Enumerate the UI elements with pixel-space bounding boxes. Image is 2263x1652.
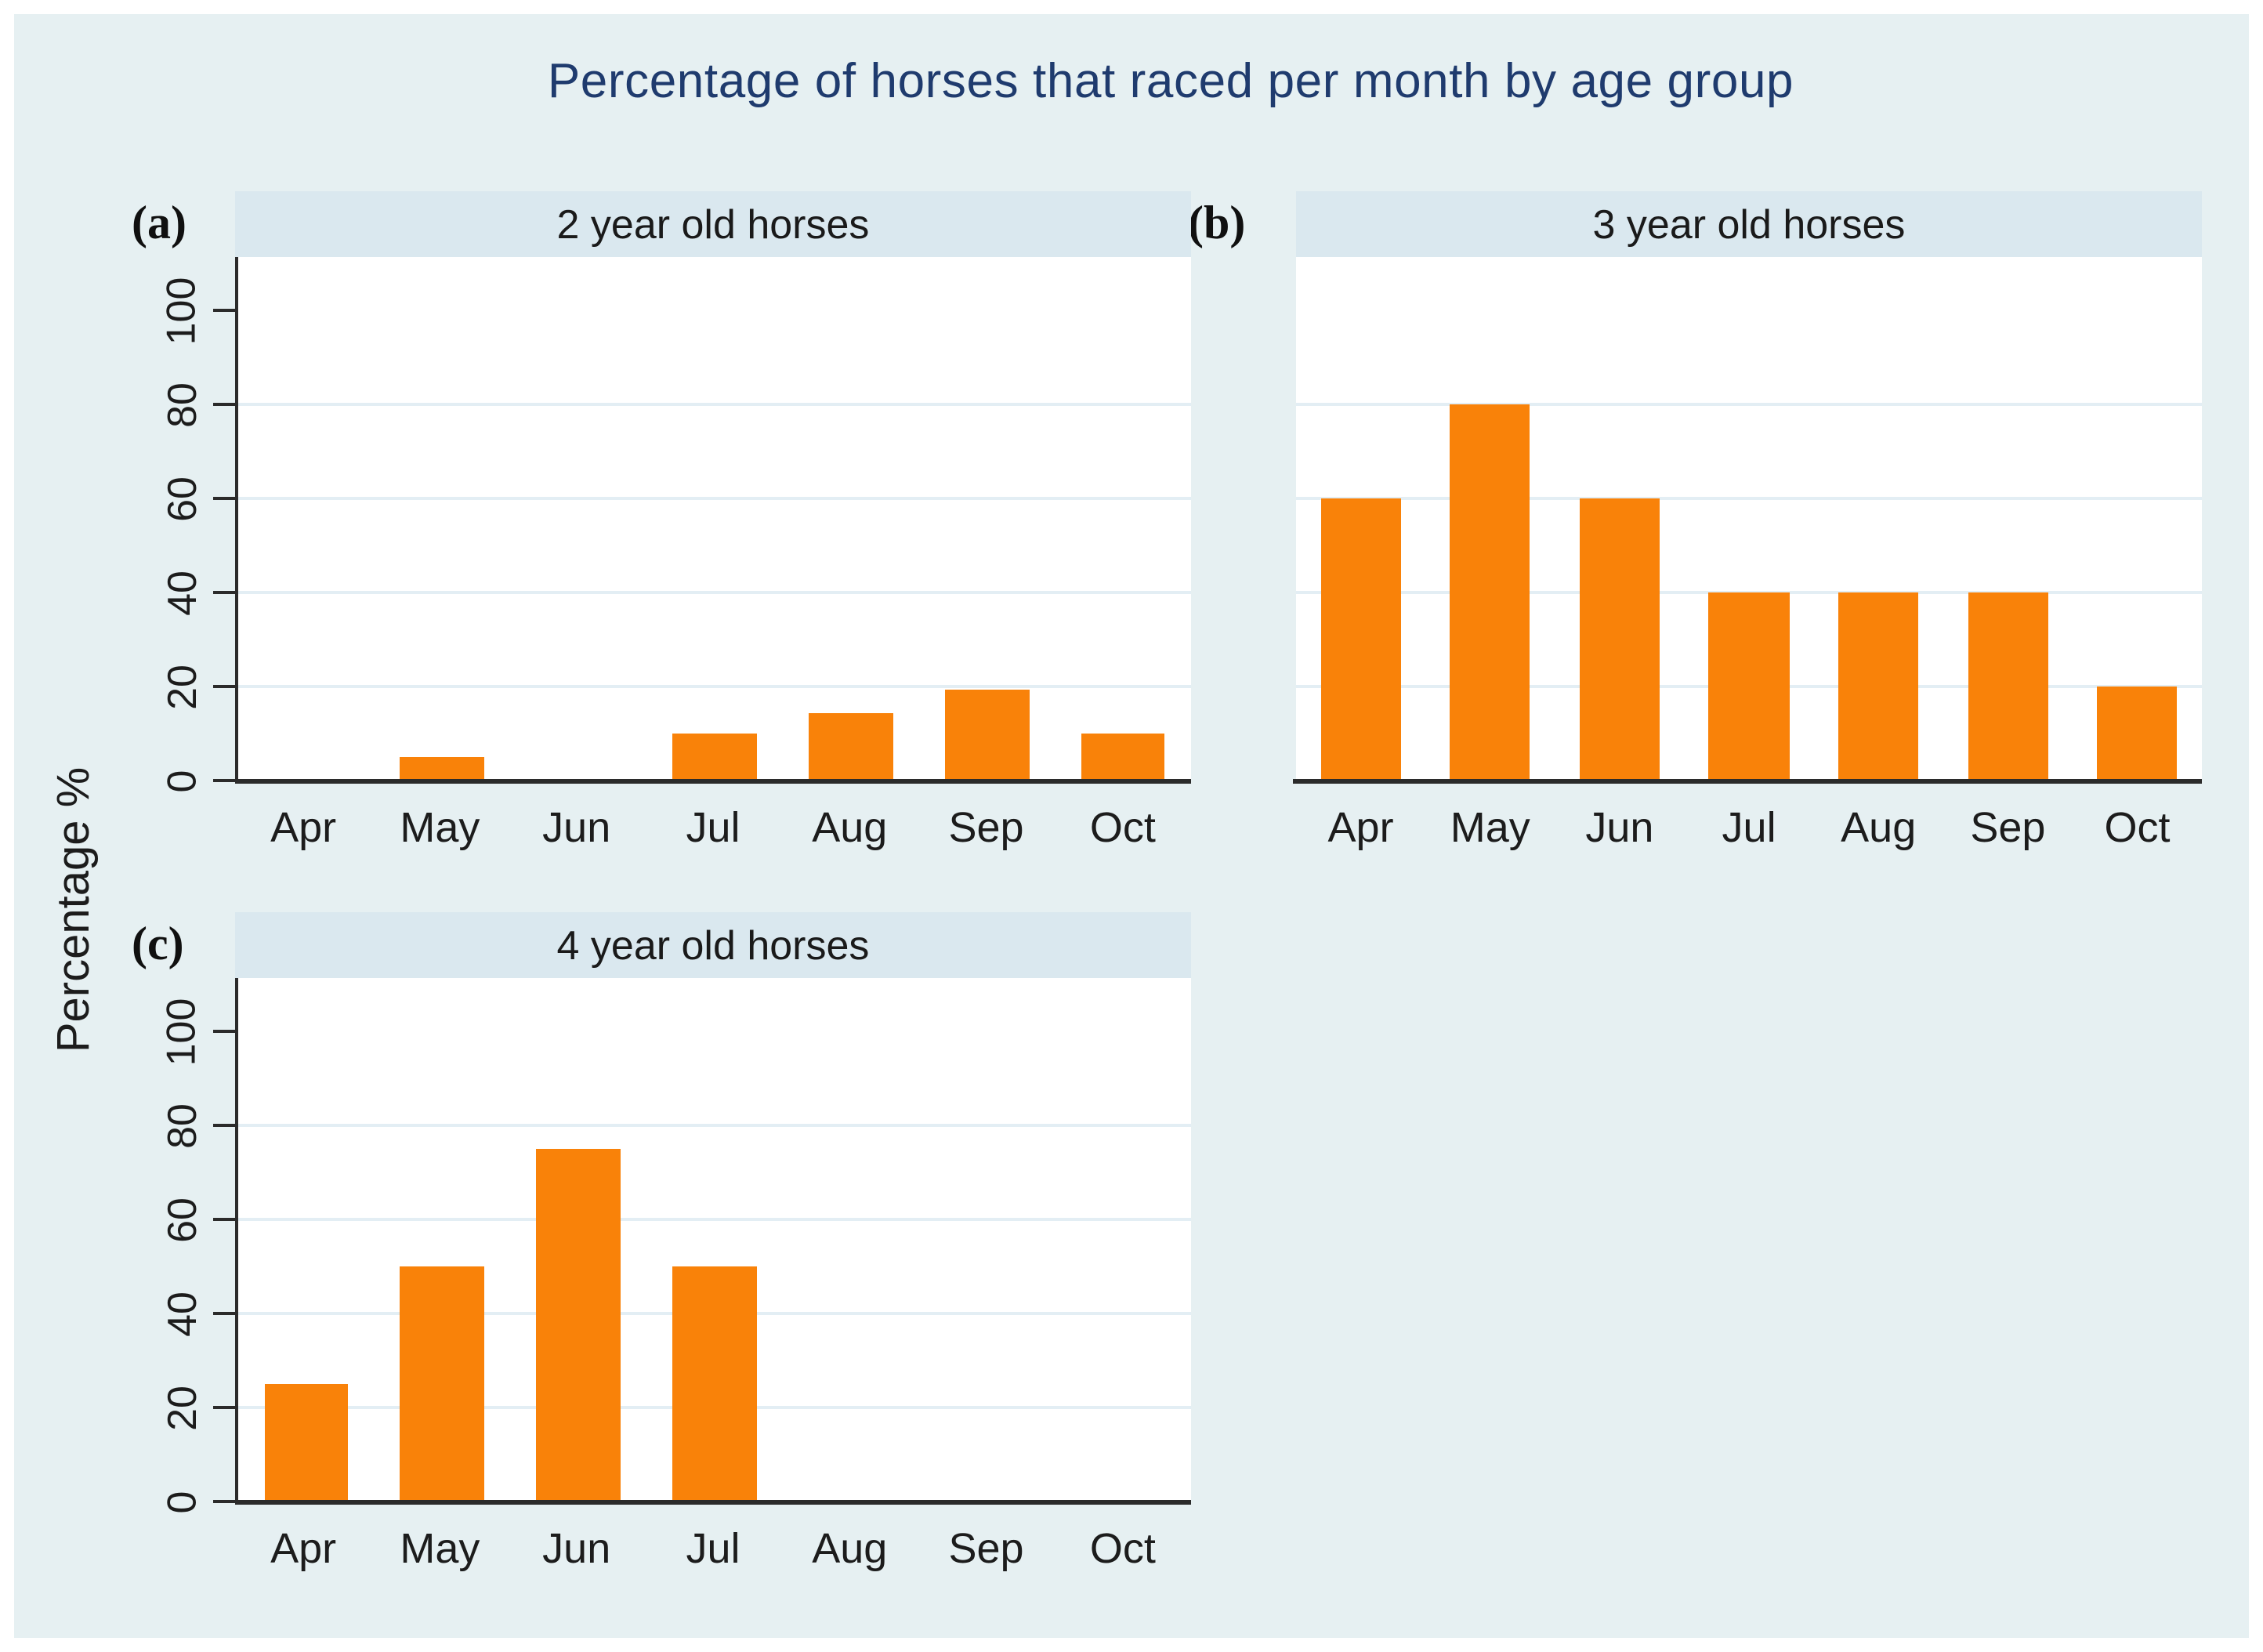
panel-label-c: (c) [132, 918, 184, 970]
x-axis-labels: Apr May Jun Jul Aug Sep Oct [235, 781, 1191, 862]
x-tick-label-sep: Sep [1970, 803, 2046, 850]
bar-sep [944, 689, 1030, 781]
y-tick-mark-60 [213, 1218, 235, 1221]
bar-oct [2097, 687, 2178, 781]
y-tick-label-text: 80 [157, 382, 205, 427]
bar-aug [1838, 592, 1919, 781]
x-tick-label-jun: Jun [542, 803, 611, 850]
panel-2-year-old-horses: 2 year old horses 0 20 40 60 80 100 Apr May Jun… [158, 191, 1191, 862]
y-tick-label-text: 80 [157, 1103, 205, 1148]
panel-label-b: (b) [1188, 197, 1246, 249]
x-tick-label-aug: Aug [812, 1524, 888, 1571]
x-tick-label-oct: Oct [1089, 1524, 1156, 1571]
y-tick-mark-40 [213, 1312, 235, 1315]
y-axis-title-text: Percentage % [49, 766, 100, 1052]
y-tick-label-text: 0 [158, 769, 205, 792]
bar-jul [672, 1266, 757, 1502]
y-tick-mark-0 [213, 779, 235, 782]
x-tick-label-apr: Apr [1327, 803, 1394, 850]
gridline-60 [238, 1218, 1191, 1221]
gridline-60 [238, 497, 1191, 500]
y-tick-label-text: 100 [158, 276, 205, 345]
y-tick-label-text: 60 [157, 476, 205, 521]
x-tick-label-jul: Jul [686, 803, 740, 850]
x-tick-label-may: May [400, 803, 480, 850]
panel-title: 2 year old horses [235, 191, 1191, 257]
y-tick-mark-100 [213, 309, 235, 312]
y-tick-mark-20 [213, 1406, 235, 1409]
x-tick-label-may: May [1450, 803, 1530, 850]
panel-3-year-old-horses: 3 year old horses Apr May Jun Jul Aug Sep Oct [1293, 191, 2202, 862]
x-tick-label-may: May [400, 1524, 480, 1571]
plot-area: 0 20 40 60 80 100 [158, 257, 1191, 792]
gridline-80 [1296, 403, 2202, 406]
figure-title: Percentage of horses that raced per mont… [547, 53, 1794, 108]
bar-may [1450, 404, 1530, 781]
y-tick-mark-80 [213, 1124, 235, 1127]
x-tick-label-jun: Jun [542, 1524, 611, 1571]
x-tick-label-sep: Sep [948, 1524, 1024, 1571]
y-tick-mark-60 [213, 497, 235, 500]
y-tick-mark-100 [213, 1030, 235, 1033]
bar-aug [808, 712, 893, 781]
x-tick-label-apr: Apr [270, 1524, 337, 1571]
panel-title: 4 year old horses [235, 912, 1191, 978]
y-tick-label-text: 20 [157, 664, 205, 709]
y-tick-label-text: 40 [157, 1291, 205, 1336]
x-axis-labels: Apr May Jun Jul Aug Sep Oct [1296, 781, 2202, 862]
bar-jun [1579, 498, 1660, 781]
bar-apr [264, 1384, 349, 1502]
bar-sep [1968, 592, 2048, 781]
bar-may [400, 1266, 485, 1502]
plot-area [1293, 257, 2202, 784]
gridline-80 [238, 403, 1191, 406]
x-tick-label-aug: Aug [1841, 803, 1917, 850]
plot-area: 0 20 40 60 80 100 [158, 978, 1191, 1513]
x-tick-label-oct: Oct [1089, 803, 1156, 850]
y-tick-label-text: 40 [157, 570, 205, 615]
bar-apr [1320, 498, 1401, 781]
x-axis-labels: Apr May Jun Jul Aug Sep Oct [235, 1502, 1191, 1583]
x-tick-label-oct: Oct [2104, 803, 2171, 850]
x-tick-label-jul: Jul [686, 1524, 740, 1571]
y-tick-mark-80 [213, 403, 235, 406]
bar-jul [672, 734, 757, 781]
y-tick-label-text: 60 [157, 1197, 205, 1242]
y-tick-label-text: 20 [157, 1385, 205, 1430]
y-tick-mark-0 [213, 1500, 235, 1503]
panel-title: 3 year old horses [1296, 191, 2202, 257]
gridline-60 [1296, 497, 2202, 500]
bar-jul [1708, 592, 1790, 781]
x-tick-label-aug: Aug [812, 803, 888, 850]
bar-may [400, 757, 485, 781]
y-tick-label-text: 0 [158, 1490, 205, 1513]
panel-label-a: (a) [132, 197, 186, 249]
y-tick-label-text: 100 [158, 997, 205, 1066]
bar-oct [1081, 734, 1165, 781]
x-tick-label-sep: Sep [948, 803, 1024, 850]
gridline-40 [238, 591, 1191, 594]
gridline-20 [238, 685, 1191, 688]
bar-jun [536, 1149, 621, 1502]
y-tick-mark-20 [213, 685, 235, 688]
x-tick-label-jun: Jun [1585, 803, 1654, 850]
y-tick-mark-40 [213, 591, 235, 594]
gridline-80 [238, 1124, 1191, 1127]
x-tick-label-apr: Apr [270, 803, 337, 850]
x-tick-label-jul: Jul [1722, 803, 1776, 850]
panel-4-year-old-horses: 4 year old horses 0 20 40 60 80 100 Apr May Jun… [158, 912, 1191, 1583]
